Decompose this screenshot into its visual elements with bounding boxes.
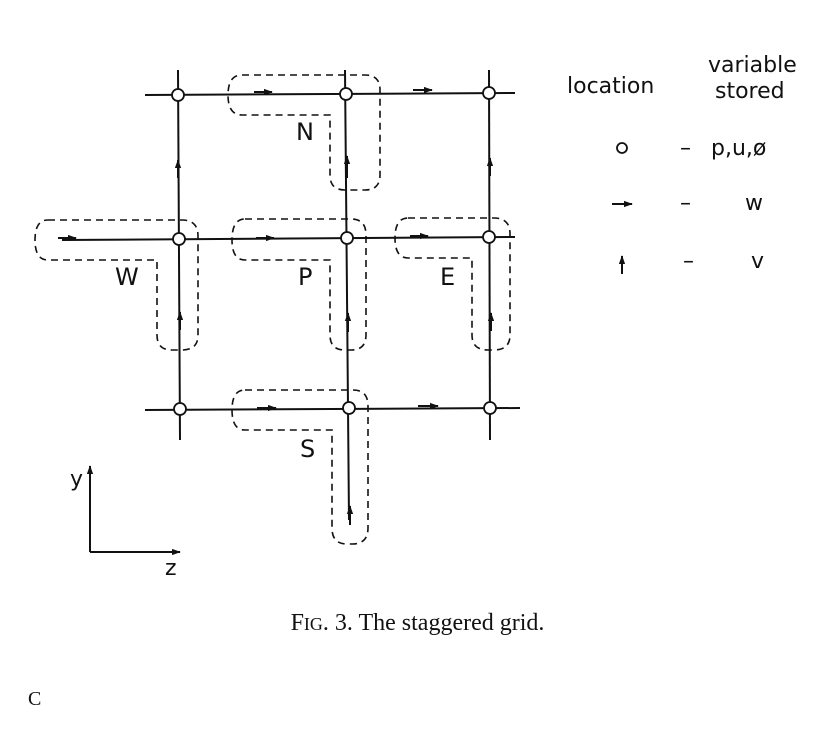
v-arrows: [174, 155, 495, 525]
node-west: [172, 232, 186, 246]
caption-prefix: F: [290, 610, 304, 636]
grid-line-center: [344, 69, 350, 521]
w-arrows: [58, 86, 439, 412]
node-east: [482, 230, 496, 244]
legend-header-variable: variable: [708, 53, 797, 78]
node-bottom-left: [173, 402, 187, 416]
legend-dash-2: –: [680, 191, 691, 216]
node-bottom-right: [483, 401, 497, 415]
control-volume-east: [394, 217, 511, 351]
node-top-right: [482, 86, 496, 100]
control-volumes: [34, 74, 511, 545]
axis-y-label: y: [70, 467, 83, 492]
legend-header-stored: stored: [715, 79, 785, 104]
legend-symbol-circle: [616, 142, 628, 154]
grid-line-bottom: [144, 407, 521, 411]
legend-variables-3: v: [751, 249, 764, 274]
legend-variables-2: w: [745, 191, 763, 216]
label-center: P: [298, 263, 312, 291]
grid-line-top: [144, 92, 516, 96]
axis-z-label: z: [165, 556, 177, 581]
node-south: [342, 401, 356, 415]
coordinate-axes: [86, 465, 181, 556]
caption-text: . 3. The staggered grid.: [322, 610, 545, 636]
legend-header-location: location: [567, 74, 654, 99]
caption-small-caps: IG: [303, 614, 323, 634]
grid-nodes: [171, 86, 497, 416]
legend: location variable stored – p,u,ø – w – v: [567, 53, 797, 274]
control-volume-center: [231, 218, 367, 351]
label-east: E: [440, 263, 455, 291]
control-volume-north: [227, 74, 381, 191]
legend-variables-1: p,u,ø: [711, 136, 766, 161]
node-top-left: [171, 88, 185, 102]
node-north: [339, 87, 353, 101]
control-volume-west: [34, 219, 199, 351]
grid-line-right: [488, 69, 491, 441]
label-south: S: [300, 435, 315, 463]
label-west: W: [115, 263, 139, 291]
grid-line-middle: [61, 236, 516, 241]
legend-dash-1: –: [680, 136, 691, 161]
corner-letter: C: [28, 688, 42, 710]
label-north: N: [296, 118, 314, 146]
grid-lines: [61, 69, 521, 521]
figure-caption: FIG. 3. The staggered grid.: [0, 610, 835, 637]
node-center: [340, 231, 354, 245]
grid-line-left: [177, 69, 181, 441]
legend-dash-3: –: [683, 249, 694, 274]
control-volume-south: [231, 389, 369, 545]
